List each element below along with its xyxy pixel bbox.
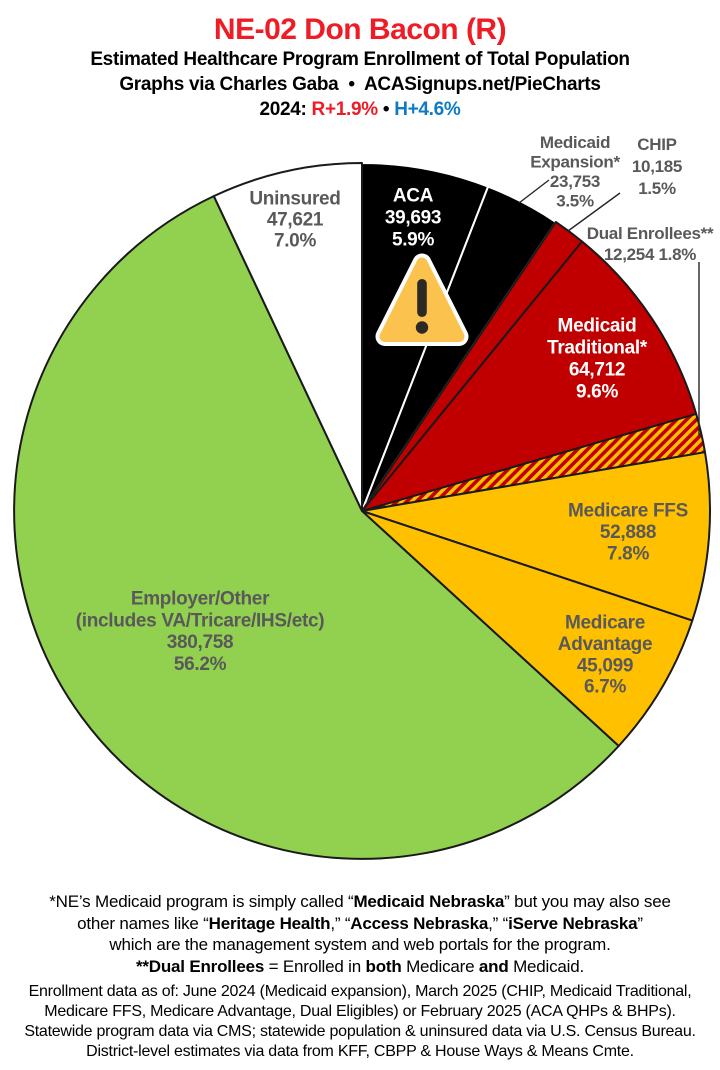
- medicaid-footnote-line: *NE’s Medicaid program is simply called …: [49, 892, 671, 911]
- partisan-segment: R+1.9%: [311, 99, 379, 120]
- leader-line-medicaid-expansion: [518, 179, 550, 204]
- header: NE-02 Don Bacon (R) Estimated Healthcare…: [0, 0, 720, 122]
- medicaid-footnote-line: other names like “Heritage Health,” “Acc…: [77, 913, 643, 933]
- partisan-lean-line: 2024: R+1.9% • H+4.6%: [0, 97, 720, 122]
- slice-label-medicaid-traditional: Medicaid Traditional* 64,712 9.6%: [547, 316, 648, 403]
- pie-slice-uninsured: [212, 162, 363, 512]
- slice-label-uninsured: Uninsured 47,621 7.0%: [249, 189, 340, 252]
- slice-labels: ACA 39,693 5.9% Medicaid Expansion* 23,753 3.5…: [76, 133, 715, 698]
- pie-slices: [13, 161, 711, 860]
- page-title: NE-02 Don Bacon (R): [213, 13, 507, 46]
- pie-slice-medicare-ffs: [361, 451, 711, 622]
- slice-label-dual-enrollees: Dual Enrollees** 12,254 1.8%: [587, 224, 714, 264]
- source-footnote-line: Statewide program data via CMS; statewid…: [24, 1023, 696, 1040]
- partisan-segment: •: [377, 99, 395, 120]
- medicaid-footnote: *NE’s Medicaid program is simply called …: [0, 891, 720, 977]
- slice-label-chip: CHIP 10,185 1.5%: [632, 135, 682, 198]
- slice-label-employer-other: Employer/Other (includes VA/Tricare/IHS/e…: [76, 589, 325, 675]
- pie-slice-medicare-advantage: [361, 510, 694, 747]
- medicaid-footnote-line: **Dual Enrollees = Enrolled in both Medi…: [135, 956, 585, 976]
- partisan-segment: 2024:: [259, 99, 312, 120]
- label-leader-lines: [518, 179, 700, 436]
- partisan-segment: H+4.6%: [394, 99, 461, 120]
- source-footnote-line: District-level estimates via data from K…: [86, 1043, 634, 1060]
- source-footnote-line: Medicare FFS, Medicare Advantage, Dual E…: [44, 1003, 676, 1020]
- leader-line-chip: [567, 192, 621, 232]
- medicaid-footnote-line: which are the management system and web …: [109, 935, 611, 954]
- credit-line: Graphs via Charles Gaba • ACASignups.net…: [119, 74, 601, 95]
- pie-slice-employer-other: [13, 195, 620, 860]
- slice-label-medicare-advantage: Medicare Advantage 45,099 6.7%: [558, 613, 652, 698]
- pie-slice-medicaid-traditional: [361, 240, 698, 512]
- subtitle: Estimated Healthcare Program Enrollment …: [90, 49, 630, 70]
- slice-label-medicaid-expansion: Medicaid Expansion* 23,753 3.5%: [530, 133, 620, 211]
- warning-icon: [375, 253, 469, 346]
- slice-label-medicare-ffs: Medicare FFS 52,888 7.8%: [568, 501, 688, 565]
- source-footnote-line: Enrollment data as of: June 2024 (Medica…: [28, 983, 692, 1000]
- slice-label-aca: ACA 39,693 5.9%: [385, 186, 441, 251]
- source-footnote: Enrollment data as of: June 2024 (Medica…: [0, 982, 720, 1062]
